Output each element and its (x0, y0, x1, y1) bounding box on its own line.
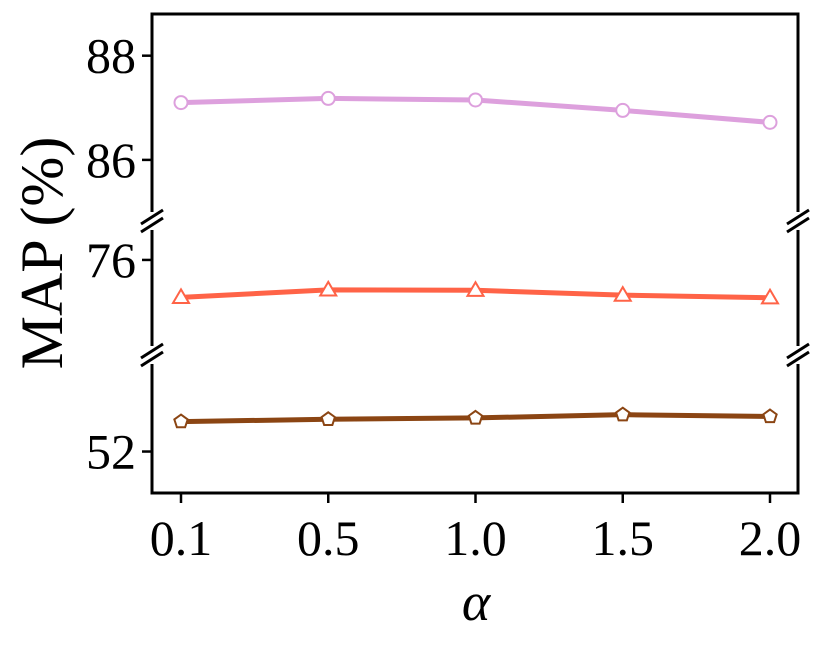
axis-break-mark (140, 208, 164, 226)
data-point-pentagon (320, 411, 337, 426)
data-point-pentagon (614, 406, 631, 422)
data-point-pentagon (762, 408, 778, 424)
y-axis-title: MAP (%) (9, 137, 75, 370)
y-tick-label: 86 (86, 132, 136, 188)
x-tick-label: 0.1 (150, 510, 213, 566)
x-tick-label: 1.5 (592, 510, 655, 566)
data-point-pentagon (467, 409, 484, 425)
y-tick-label: 52 (86, 424, 136, 480)
plot-frame (140, 12, 810, 495)
data-point-triangle (171, 287, 191, 304)
data-point-circle (468, 92, 483, 108)
axis-break-mark (786, 350, 810, 368)
y-tick-label: 88 (86, 28, 136, 84)
x-axis-title: α (462, 572, 492, 632)
axis-break-mark (786, 208, 810, 226)
data-point-triangle (465, 280, 486, 297)
data-point-circle (173, 95, 189, 111)
data-point-triangle (760, 287, 780, 305)
series-circle (173, 90, 778, 130)
axis-break-mark (786, 342, 810, 360)
series-pentagon (173, 406, 778, 429)
data-point-triangle (613, 285, 633, 302)
series-triangle (171, 279, 780, 305)
x-tick-label: 1.0 (444, 510, 507, 566)
y-tick-label: 76 (86, 232, 136, 288)
x-tick-label: 2.0 (739, 510, 802, 566)
series-layer (171, 90, 780, 429)
data-point-circle (762, 114, 778, 130)
axis-break-mark (140, 350, 164, 368)
axis-break-mark (140, 342, 164, 360)
data-point-triangle (318, 279, 338, 297)
data-point-pentagon (173, 413, 189, 429)
axis-break-mark (786, 216, 810, 234)
tick-layer: 86 88 76 520.1 0.5 1.0 1.5 2.0 (86, 28, 801, 566)
x-tick-label: 0.5 (297, 510, 360, 566)
data-point-circle (320, 90, 336, 106)
axis-break-mark (140, 216, 164, 234)
data-point-circle (615, 102, 631, 118)
